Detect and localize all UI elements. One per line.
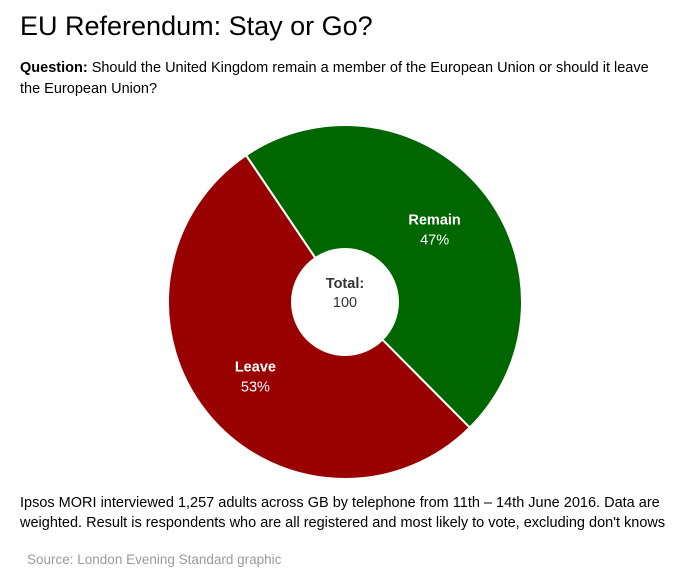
question-text: Question: Should the United Kingdom rema… <box>20 58 670 100</box>
slice-label-remain: Remain <box>408 212 460 228</box>
source-credit: Source: London Evening Standard graphic <box>27 552 282 567</box>
donut-hole <box>291 248 399 356</box>
question-label: Question: <box>20 60 88 76</box>
chart-title: EU Referendum: Stay or Go? <box>20 11 373 41</box>
slice-leave <box>167 153 472 480</box>
slice-value-remain: 47% <box>420 232 449 248</box>
slice-value-leave: 53% <box>241 380 270 396</box>
slice-label-leave: Leave <box>235 360 276 376</box>
question-body: Should the United Kingdom remain a membe… <box>20 60 649 97</box>
methodology-note: Ipsos MORI interviewed 1,257 adults acro… <box>20 495 666 531</box>
center-total-value: 100 <box>333 295 357 311</box>
slice-remain <box>244 124 523 430</box>
center-total-label: Total: <box>326 276 364 292</box>
